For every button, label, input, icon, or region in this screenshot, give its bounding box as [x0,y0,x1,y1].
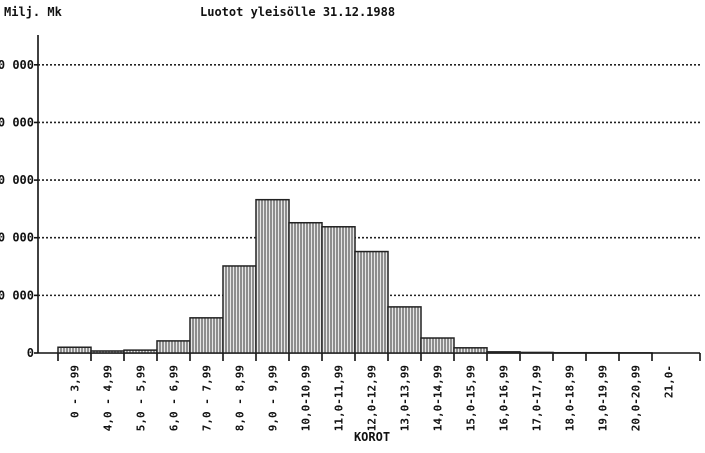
x-tick-label: 4,0 - 4,99 [102,365,115,431]
x-tick-label: 6,0 - 6,99 [168,365,181,431]
x-tick-label: 8,0 - 8,99 [234,365,247,431]
x-tick-label: 21,0- [663,365,676,398]
bar [453,347,488,354]
x-tick-label: 14,0-14,99 [432,365,445,431]
y-tick-label: 0 000 [0,115,34,129]
y-tick-label: 0 000 [0,288,34,302]
x-tick-label: 5,0 - 5,99 [135,365,148,431]
bar [156,340,191,354]
bar [321,226,356,354]
bar [288,221,323,354]
x-tick-label: 16,0-16,99 [498,365,511,431]
y-tick-label: 0 000 [0,231,34,245]
x-tick-label: 11,0-11,99 [333,365,346,431]
x-tick-label: 19,0-19,99 [597,365,610,431]
bar [354,250,389,354]
bar [255,198,290,354]
x-tick-label: 20,0-20,99 [630,365,643,431]
bar [387,306,422,354]
x-tick-label: 13,0-13,99 [399,365,412,431]
x-tick-label: 12,0-12,99 [366,365,379,431]
y-tick-label: 0 [27,346,34,360]
bar [90,350,125,354]
bar [222,265,257,354]
x-tick-label: 10,0-10,99 [300,365,313,431]
x-axis-label: KOROT [354,430,390,444]
y-tick-label: 0 000 [0,173,34,187]
x-tick-label: 9,0 - 9,99 [267,365,280,431]
bar [57,346,92,354]
y-tick-label: 0 000 [0,58,34,72]
bar [123,349,158,354]
chart-title: Luotot yleisölle 31.12.1988 [200,5,395,19]
bar [519,351,554,354]
x-tick-label: 7,0 - 7,99 [201,365,214,431]
bar [486,351,521,354]
bar [420,337,455,354]
x-tick-label: 17,0-17,99 [531,365,544,431]
bar [189,317,224,354]
x-tick-label: 15,0-15,99 [465,365,478,431]
x-tick-label: 0 - 3,99 [69,365,82,418]
x-tick-label: 18,0-18,99 [564,365,577,431]
y-axis-label: Milj. Mk [4,5,63,19]
